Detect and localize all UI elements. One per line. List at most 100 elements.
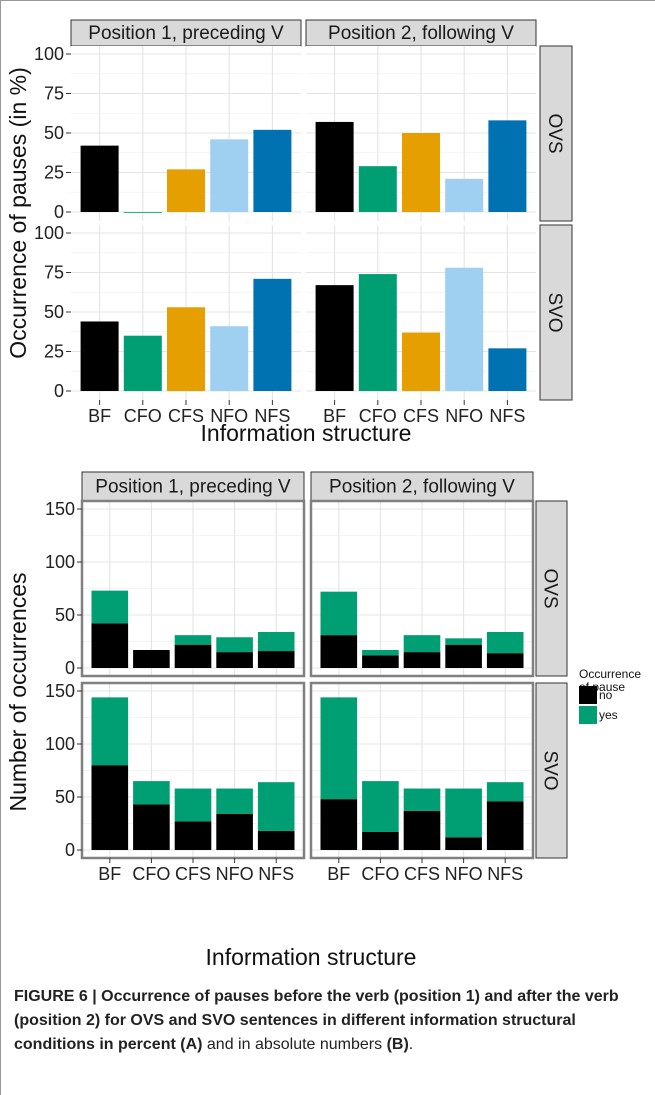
x-tick-label: CFS [168,406,204,426]
x-tick-label: NFO [445,864,483,884]
facet-panel-ovs-position-1-preceding-v [80,499,306,678]
caption-bold-tail: (B) [386,1036,409,1053]
legend-title: Occurrence [579,667,641,681]
bar-cfs-yes [403,788,441,811]
facet-panel-svo-position-1-preceding-v [80,681,306,860]
y-tick-label: 50 [44,123,64,143]
x-tick-label: NFS [254,406,290,426]
bar-nfs [488,120,527,212]
bar-cfo [358,274,397,391]
bar-cfs-no [174,821,212,850]
panel-border [80,499,306,678]
bar-cfo-no [362,831,399,850]
bar-nfo-yes [216,637,253,653]
bar-bf [80,321,119,391]
facet-column-label: Position 1, preceding V [88,23,284,44]
y-axis-title: Occurrence of pauses (in %) [5,67,31,358]
facet-column-strip [70,19,302,47]
y-tick-label: 50 [44,302,64,322]
bar-cfs [166,169,206,212]
facet-panel-ovs-position-2-following-v [306,46,536,221]
bar-nfs-yes [486,631,524,654]
bar-cfo [123,335,162,391]
bar-bf-no [320,799,358,850]
y-tick-label: 150 [45,681,75,701]
bar-cfo-yes [362,649,399,656]
legend-label-no: no [599,688,613,702]
x-tick-label: CFS [404,864,440,884]
bar-nfo-no [216,652,253,668]
facet-row-label: SVO [544,292,565,332]
y-tick-label: 25 [44,163,64,183]
bar-nfs-yes [257,782,295,831]
bar-cfo-no [133,804,170,850]
facet-row-label: OVS [544,113,565,153]
facet-panel-svo-position-2-following-v [309,681,535,860]
y-tick-label: 100 [45,552,75,572]
bar-bf-no [91,765,129,850]
x-tick-label: BF [98,864,121,884]
y-tick-label: 0 [65,658,75,678]
bar-bf-yes [320,591,358,636]
facet-column-label: Position 2, following V [328,23,514,44]
bar-cfs-no [403,652,441,668]
x-tick-label: CFO [359,406,397,426]
y-tick-label: 150 [45,499,75,519]
bar-nfo-no [216,813,253,850]
bar-bf-yes [91,590,129,624]
x-tick-label: NFO [210,406,248,426]
caption-middle: and in absolute numbers [202,1036,387,1053]
facet-panel-ovs-position-1-preceding-v [71,46,301,221]
bar-nfs [253,278,292,391]
bar-nfs-no [486,653,524,668]
bar-nfs [253,129,292,212]
bar-cfo [123,212,162,213]
figure-caption: FIGURE 6 | Occurrence of pauses before t… [14,985,639,1057]
y-tick-label: 75 [44,84,64,104]
y-tick-label: 0 [54,202,64,222]
facet-row-strip [539,45,573,222]
bar-nfo [445,178,484,212]
legend-key-no [579,686,597,704]
bar-bf-yes [320,697,358,800]
x-tick-label: CFO [361,864,399,884]
facet-panel-svo-position-2-following-v [306,225,536,400]
bar-nfo [445,267,484,391]
facet-column-label: Position 2, following V [329,477,515,498]
bar-nfo [210,326,249,391]
bar-cfo [358,166,397,212]
x-tick-label: BF [327,864,350,884]
facet-row-strip [535,500,568,677]
y-tick-label: 75 [44,263,64,283]
x-tick-label: BF [88,406,111,426]
chart-b-counts: Position 1, preceding V Position 2, follo… [5,471,641,970]
bar-cfo-no [133,649,170,668]
bar-bf [80,145,119,212]
bar-nfs [488,348,527,391]
bar-bf-no [320,635,358,668]
facet-column-label: Position 1, preceding V [95,477,291,498]
legend-label-yes: yes [599,708,618,722]
bar-cfs [401,332,441,391]
bar-cfs-no [174,644,212,668]
x-tick-label: CFS [403,406,439,426]
bar-cfs-yes [174,635,212,645]
facet-column-strip [81,471,305,502]
x-tick-label: CFS [175,864,211,884]
facet-row-strip [539,224,573,401]
x-tick-label: NFO [445,406,483,426]
bar-bf-yes [91,697,129,766]
y-axis-title: Number of occurrences [5,572,31,811]
panel-border [309,499,535,678]
x-axis-title: Information structure [201,420,412,446]
y-tick-label: 100 [45,734,75,754]
bar-nfo-no [445,837,482,850]
bar-nfo-yes [216,788,253,814]
facet-row-label: OVS [540,568,561,608]
caption-bold-lead: FIGURE 6 | Occurrence of pauses before t… [14,988,619,1053]
facet-column-strip [305,19,537,47]
bar-cfo-yes [362,781,399,832]
bar-nfo-yes [445,788,482,838]
bar-bf-no [91,623,129,668]
